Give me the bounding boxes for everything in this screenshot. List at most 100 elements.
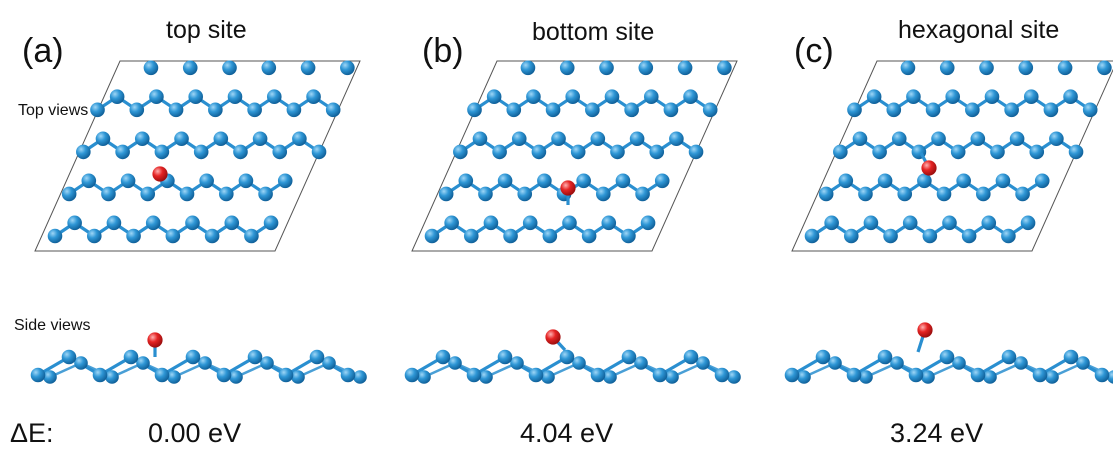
atom — [109, 89, 125, 104]
atom — [562, 215, 577, 231]
atom — [286, 102, 302, 118]
atom — [76, 144, 91, 160]
atom — [47, 228, 63, 244]
atom — [438, 186, 454, 202]
atom — [604, 89, 620, 104]
adatom — [921, 160, 937, 176]
side-atom — [727, 370, 741, 384]
atom — [945, 89, 961, 104]
atom — [1020, 215, 1036, 231]
atom — [902, 215, 918, 231]
atom — [506, 102, 522, 118]
atom — [224, 215, 240, 231]
atom — [891, 131, 907, 147]
side-atom — [247, 349, 263, 365]
panel-title-a: top site — [166, 16, 247, 44]
atom — [590, 131, 606, 147]
atom — [1034, 173, 1050, 189]
panel-label-c: (c) — [794, 32, 834, 70]
atom — [472, 131, 488, 147]
atom — [165, 228, 181, 244]
atom — [497, 173, 513, 189]
atom — [503, 228, 518, 244]
side-atom — [970, 367, 986, 383]
atom — [570, 144, 586, 160]
atom — [975, 186, 991, 202]
side-atom — [404, 367, 420, 383]
side-atom — [154, 367, 170, 383]
atom — [143, 60, 159, 76]
atom — [424, 228, 440, 244]
atom — [463, 228, 479, 244]
atom — [858, 186, 873, 202]
atom — [886, 102, 902, 118]
side-atom — [278, 367, 294, 383]
atom — [629, 131, 645, 147]
atom — [95, 131, 111, 147]
atom — [233, 144, 248, 160]
atom — [306, 89, 321, 104]
energy-value-a: 0.00 eV — [148, 418, 242, 448]
side-atom — [634, 356, 648, 370]
side-atom — [1094, 367, 1110, 383]
side-atom — [683, 349, 699, 365]
atom — [120, 173, 136, 189]
panel-a-structures — [30, 60, 367, 384]
atom — [247, 102, 262, 118]
atom — [984, 89, 1000, 104]
atom — [542, 228, 558, 244]
atom — [61, 186, 77, 202]
side-atom — [1014, 356, 1028, 370]
side-atom — [908, 367, 924, 383]
side-atom — [497, 349, 513, 365]
panel-title-c: hexagonal site — [898, 16, 1060, 44]
side-atom — [198, 356, 212, 370]
atom — [244, 228, 259, 244]
side-atom — [846, 367, 862, 383]
atom — [950, 144, 966, 160]
atom — [478, 186, 493, 202]
side-atom — [417, 370, 431, 384]
atom — [883, 228, 898, 244]
atom — [925, 102, 941, 118]
side-atom — [784, 367, 800, 383]
atom — [669, 131, 684, 147]
side-atom — [1045, 370, 1059, 384]
atom — [266, 89, 282, 104]
panel-label-b: (b) — [422, 32, 464, 70]
side-atom — [435, 349, 451, 365]
side-atom — [185, 349, 201, 365]
atom-layer — [424, 60, 732, 244]
atom — [663, 102, 679, 118]
atom — [942, 215, 957, 231]
side-atom — [340, 367, 356, 383]
atom — [956, 173, 971, 189]
atom — [843, 228, 859, 244]
atom — [1023, 89, 1039, 104]
side-atom — [952, 356, 966, 370]
atom — [1063, 89, 1078, 104]
atom — [168, 102, 184, 118]
atom — [106, 215, 122, 231]
side-atom — [983, 370, 997, 384]
atom — [635, 186, 650, 202]
atom — [526, 89, 541, 104]
atom — [129, 102, 145, 118]
atom — [486, 89, 502, 104]
side-atom — [167, 370, 181, 384]
atom — [866, 89, 882, 104]
atom — [258, 186, 273, 202]
side-atom — [921, 370, 935, 384]
atom — [847, 102, 862, 118]
side-atom — [559, 349, 575, 365]
side-atom — [479, 370, 493, 384]
atom — [340, 60, 355, 76]
atom — [238, 173, 254, 189]
side-atom — [510, 356, 524, 370]
energy-label: ΔE: — [10, 418, 54, 448]
atom — [174, 131, 189, 147]
atom — [638, 60, 654, 76]
atom — [863, 215, 879, 231]
atom — [601, 215, 617, 231]
